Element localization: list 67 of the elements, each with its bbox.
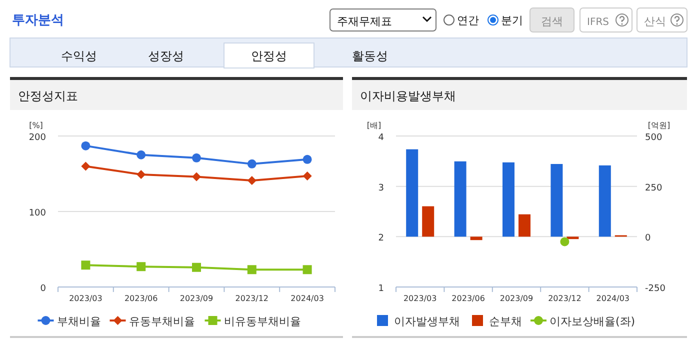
point <box>136 170 146 180</box>
y2-axis-title: [억원] <box>648 121 670 130</box>
point <box>302 265 312 274</box>
legend-label: 이자보상배율(좌) <box>550 315 636 328</box>
y-axis-title: [배] <box>366 121 382 130</box>
x-tick-label: 2023/06 <box>452 294 485 303</box>
point <box>247 176 256 186</box>
x-tick-label: 2023/03 <box>403 294 437 303</box>
point <box>192 172 201 182</box>
x-tick-label: 2023/03 <box>69 294 102 303</box>
y-tick-label: 100 <box>28 208 46 218</box>
y-tick-label: 0 <box>40 284 46 294</box>
point <box>302 172 312 181</box>
y-tick-label: 3 <box>378 183 384 194</box>
x-tick-label: 2023/09 <box>500 294 534 303</box>
point <box>302 154 312 164</box>
point <box>81 162 90 171</box>
text: 분기 <box>501 14 523 27</box>
bar <box>502 162 514 237</box>
point <box>247 159 256 168</box>
bar <box>422 206 434 237</box>
y2-tick-label: 500 <box>645 133 662 143</box>
point <box>136 150 146 160</box>
x-tick-label: 2023/09 <box>180 294 214 303</box>
point <box>81 260 90 270</box>
chart-title: 이자비용발생부채 <box>360 89 456 103</box>
y-tick-label: 1 <box>378 284 384 294</box>
text: 성장성 <box>148 49 184 63</box>
y-axis-title: [%] <box>29 121 43 130</box>
text: 산식 <box>644 15 666 28</box>
y-tick-label: 2 <box>378 234 384 244</box>
x-tick-label: 2023/12 <box>235 294 269 303</box>
bar <box>406 149 418 237</box>
text: 투자분석 <box>12 13 64 28</box>
x-tick-label: 2024/03 <box>290 294 324 303</box>
bar <box>566 236 579 240</box>
text: 안정성 <box>251 49 287 63</box>
point <box>136 262 146 272</box>
y2-tick-label: -250 <box>645 284 666 294</box>
x-tick-label: 2023/12 <box>548 294 582 303</box>
x-tick-label: 2024/03 <box>596 294 630 303</box>
point <box>247 265 256 274</box>
text: 수익성 <box>61 49 97 63</box>
legend-label: 부채비율 <box>56 315 101 328</box>
text: 검색 <box>541 15 563 28</box>
bar <box>454 161 466 237</box>
bar <box>550 164 563 237</box>
point <box>192 262 201 272</box>
legend-label: 유동부채비율 <box>128 315 195 328</box>
legend-label: 비유동부채비율 <box>224 315 301 328</box>
point <box>192 153 201 162</box>
text: 연간 <box>457 14 479 27</box>
x-tick-label: 2023/06 <box>124 294 158 303</box>
bar <box>598 165 611 237</box>
y2-tick-label: 250 <box>645 183 662 194</box>
text: 주재무제표 <box>337 15 392 28</box>
text: 활동성 <box>352 49 388 63</box>
y2-tick-label: 0 <box>645 234 651 244</box>
point <box>81 141 90 150</box>
bar <box>518 214 530 237</box>
legend-label: 순부채 <box>489 315 522 328</box>
legend-label: 이자발생부채 <box>394 315 460 328</box>
text: IFRS <box>587 17 609 28</box>
y-tick-label: 200 <box>28 133 46 143</box>
y-tick-label: 4 <box>378 133 384 143</box>
bar <box>470 236 482 240</box>
chart-title: 안정성지표 <box>18 89 78 103</box>
